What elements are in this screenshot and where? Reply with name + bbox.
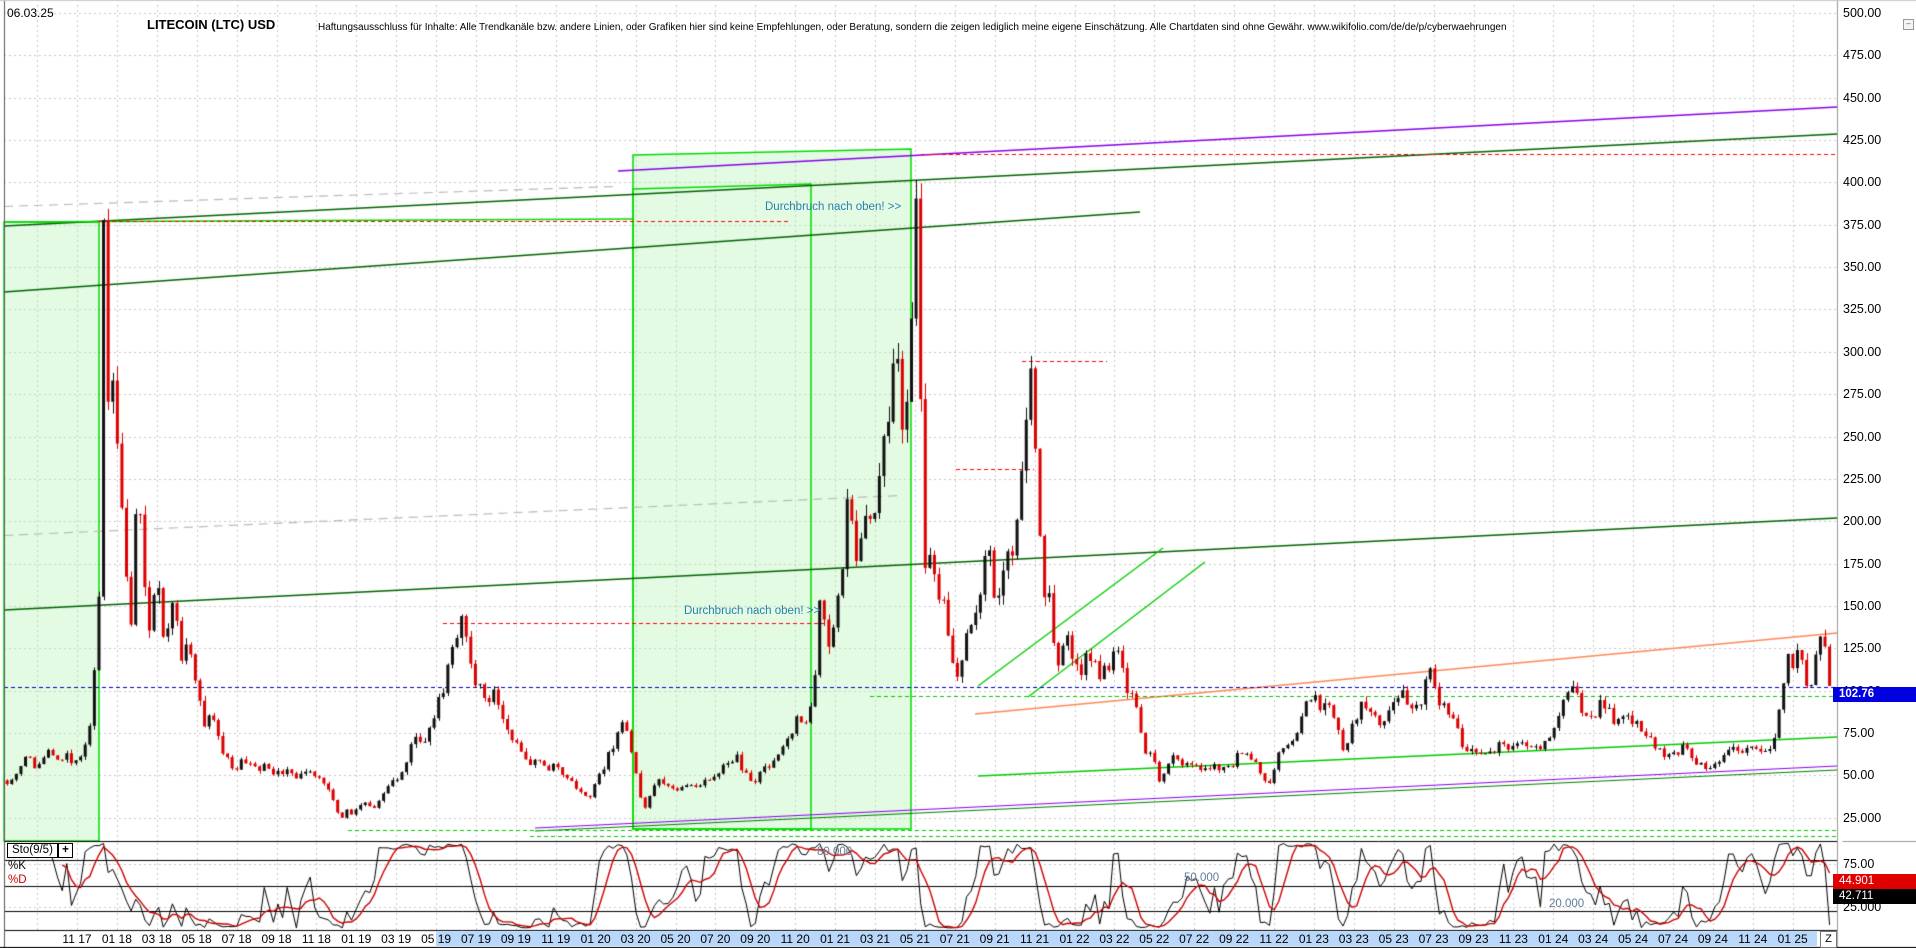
last-price-badge: 102.76 — [1833, 686, 1916, 702]
date-axis-label: 01 18 — [101, 932, 132, 946]
date-axis-label: 09 23 — [1458, 932, 1489, 946]
date-axis-label: 11 17 — [62, 932, 92, 946]
add-indicator-icon[interactable]: + — [58, 843, 73, 858]
date-axis-label: 09 24 — [1697, 932, 1728, 946]
date-axis-label: 07 18 — [221, 932, 252, 946]
price-axis-label: 400.00 — [1843, 175, 1882, 190]
date-axis-label: 01 20 — [580, 932, 611, 946]
date-axis-label: 07 20 — [700, 932, 731, 946]
date-axis-label: 03 22 — [1099, 932, 1130, 946]
price-axis-label: 450.00 — [1843, 90, 1882, 105]
disclaimer-text: Haftungsausschluss für Inhalte: Alle Tre… — [318, 22, 1507, 33]
price-axis-label: 500.00 — [1843, 6, 1882, 20]
date-axis-label: 09 21 — [979, 932, 1010, 946]
window-collapse-icon[interactable]: – — [1903, 19, 1914, 30]
stochastic-k-value-badge: 44.901 — [1833, 874, 1916, 889]
date-axis-label: 11 24 — [1738, 932, 1768, 946]
date-axis-label: 09 20 — [740, 932, 771, 946]
stochastic-level-label: 20.000 — [1549, 898, 1585, 910]
date-axis-label: 05 18 — [181, 932, 212, 946]
stochastic-indicator-label[interactable]: Sto(9/5) — [7, 843, 58, 858]
price-axis-label: 150.00 — [1843, 598, 1882, 613]
price-axis-label: 25.000 — [1843, 810, 1882, 825]
date-axis-label: 05 21 — [899, 932, 930, 946]
date-axis-label: 01 21 — [820, 932, 851, 946]
date-axis-label: 03 18 — [141, 932, 172, 946]
price-axis-label: 475.00 — [1843, 48, 1882, 63]
price-axis-label: 350.00 — [1843, 260, 1882, 275]
stochastic-level-label: 80.000 — [817, 846, 853, 858]
date-axis-label: 11 21 — [1020, 932, 1050, 946]
zoom-button[interactable]: Z — [1820, 931, 1837, 948]
date-axis-label: 01 24 — [1538, 932, 1569, 946]
chart-title: LITECOIN (LTC) USD — [147, 17, 276, 32]
date-axis-label: 03 23 — [1338, 932, 1369, 946]
date-axis-label: 11 20 — [780, 932, 810, 946]
date-axis-label: 07 19 — [460, 932, 492, 946]
breakout-annotation: Durchbruch nach oben! >> — [684, 605, 821, 617]
price-axis-label: 275.00 — [1843, 387, 1882, 402]
date-axis-label: 01 19 — [341, 932, 372, 946]
stochastic-d-label: %D — [8, 874, 27, 886]
date-axis-label: 05 23 — [1378, 932, 1409, 946]
date-axis-label: 09 19 — [500, 932, 531, 946]
price-axis-label: 75.00 — [1843, 726, 1875, 740]
stochastic-k-label: %K — [8, 860, 26, 872]
date-axis-label: 03 21 — [859, 932, 891, 946]
date-axis-label: 01 23 — [1298, 932, 1329, 946]
date-axis-label: 11 18 — [301, 932, 331, 946]
price-axis-label: 375.00 — [1843, 217, 1882, 232]
date-axis-label: 11 23 — [1498, 932, 1528, 946]
stochastic-axis-label: 75.00 — [1843, 857, 1875, 871]
date-axis-label: 09 18 — [261, 932, 292, 946]
price-axis-label: 225.00 — [1843, 471, 1882, 486]
price-axis-label: 175.00 — [1843, 556, 1882, 571]
date-axis-label: 05 20 — [660, 932, 691, 946]
date-axis-label: 11 19 — [541, 932, 571, 946]
date-axis-label: 05 22 — [1139, 932, 1170, 946]
price-axis-label: 425.00 — [1843, 133, 1882, 148]
date-axis-label: 03 19 — [381, 932, 412, 946]
price-axis-label: 125.00 — [1843, 641, 1882, 656]
price-axis-label: 300.00 — [1843, 344, 1882, 359]
date-axis-label: 09 22 — [1219, 932, 1250, 946]
date-axis-label: 05 24 — [1618, 932, 1649, 946]
date-range-highlight[interactable] — [436, 931, 1817, 946]
date-axis-label: 07 21 — [939, 932, 970, 946]
date-axis-label: 03 24 — [1578, 932, 1609, 946]
stochastic-level-label: 50.000 — [1184, 872, 1220, 884]
date-axis-label: 05 19 — [421, 932, 452, 946]
date-axis-label: 01 22 — [1059, 932, 1090, 946]
chart-date: 06.03.25 — [7, 6, 54, 20]
date-axis-label: 07 23 — [1418, 932, 1449, 946]
price-axis-label: 50.00 — [1843, 768, 1875, 783]
stochastic-d-value-badge: 42.711 — [1833, 889, 1916, 904]
date-axis-label: 07 22 — [1179, 932, 1210, 946]
breakout-annotation: Durchbruch nach oben! >> — [765, 201, 902, 213]
price-axis-label: 200.00 — [1843, 514, 1882, 529]
price-axis-label: 250.00 — [1843, 429, 1882, 444]
date-axis-label: 03 20 — [620, 932, 651, 946]
date-axis-label: 01 25 — [1777, 932, 1808, 946]
date-axis-label: 07 24 — [1657, 932, 1689, 946]
date-axis-label: 11 22 — [1259, 932, 1289, 946]
price-axis-label: 325.00 — [1843, 302, 1882, 317]
